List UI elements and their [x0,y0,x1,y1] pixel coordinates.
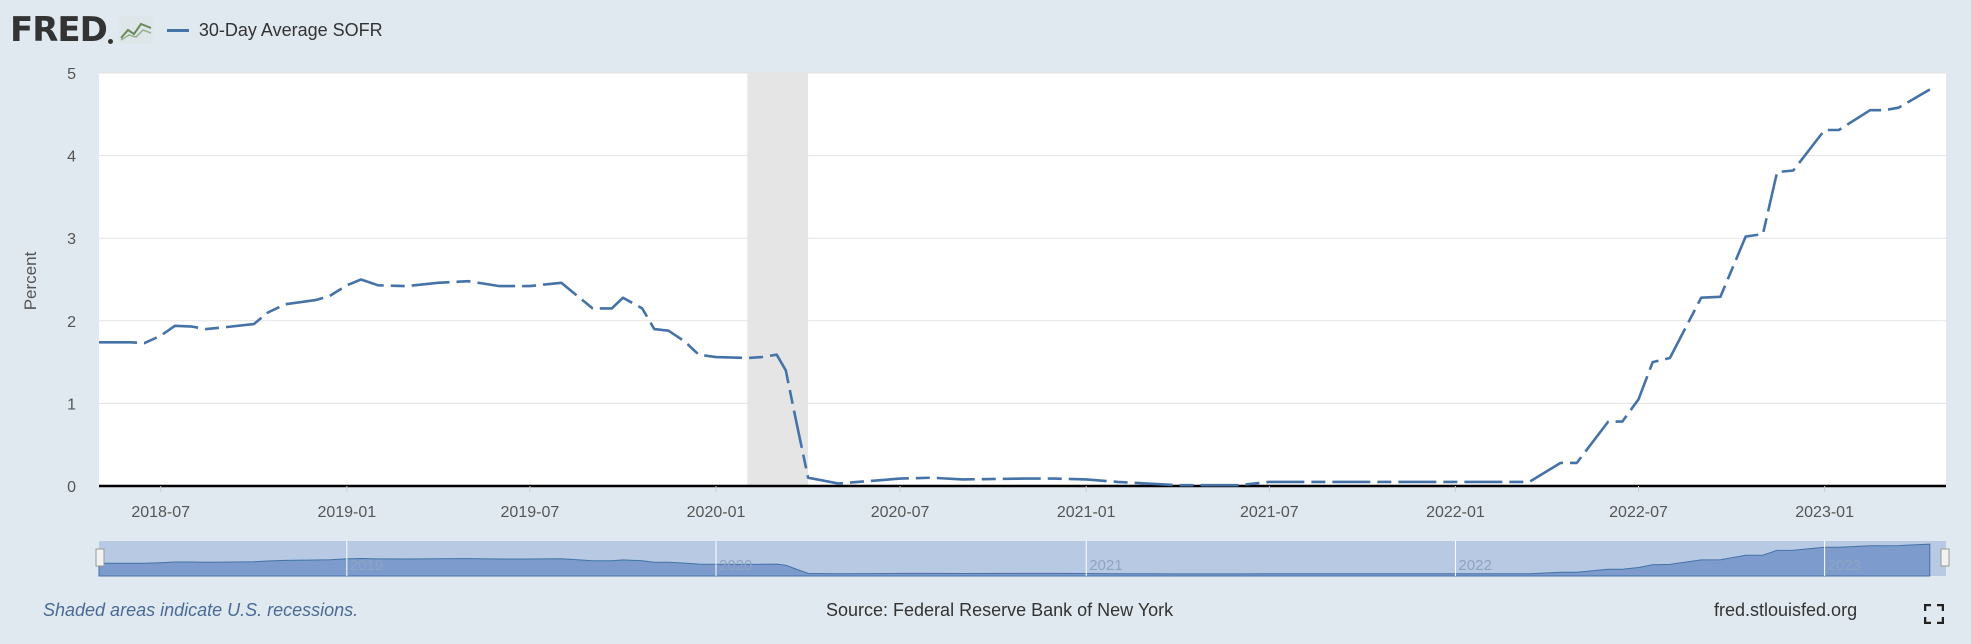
fullscreen-icon[interactable] [1924,604,1944,624]
chart-trend-icon [118,16,153,44]
y-tick-label: 3 [67,231,76,248]
series-line [99,88,1931,487]
fred-logo[interactable]: FRED [10,10,108,50]
x-tick-label: 2020-01 [687,504,746,521]
x-tick-label: 2023-01 [1795,504,1854,521]
y-tick-label: 0 [67,479,76,496]
y-tick-label: 2 [67,314,76,331]
y-axis-label: Percent [21,251,40,310]
navigator-label: 2021 [1089,557,1122,574]
navigator-label: 2020 [719,557,752,574]
legend-swatch [166,28,189,32]
x-tick-label: 2019-01 [317,504,376,521]
x-tick-label: 2022-07 [1609,504,1668,521]
source-text: Source: Federal Reserve Bank of New York [826,600,1174,620]
x-tick-label: 2019-07 [501,504,560,521]
navigator-label: 2023 [1828,557,1861,574]
navigator-label: 2022 [1458,557,1491,574]
x-tick-label: 2021-01 [1057,504,1116,521]
y-tick-label: 5 [67,66,76,83]
navigator-series [98,543,1931,577]
navigator-handle-right[interactable] [1940,548,1950,567]
site-link[interactable]: fred.stlouisfed.org [1714,600,1858,620]
navigator-label: 2019 [350,557,383,574]
chart-header: FRED 30-Day Average SOFR [10,8,383,52]
x-tick-label: 2021-07 [1240,504,1299,521]
chart-legend: 30-Day Average SOFR [166,19,383,41]
recession-note: Shaded areas indicate U.S. recessions. [43,600,359,620]
y-tick-label: 1 [67,396,76,413]
logo-dot [107,39,113,44]
x-tick-label: 2022-01 [1426,504,1485,521]
navigator-handle-left[interactable] [95,548,105,567]
x-tick-label: 2020-07 [871,504,930,521]
recession-shade [747,73,809,486]
x-tick-label: 2018-07 [131,504,190,521]
plot-area [99,73,1946,486]
y-tick-label: 4 [67,149,76,166]
legend-label[interactable]: 30-Day Average SOFR [198,19,383,40]
